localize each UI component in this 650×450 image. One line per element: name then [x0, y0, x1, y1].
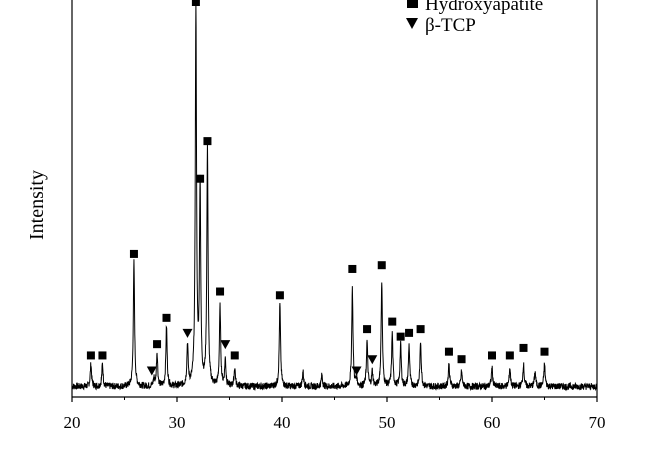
xrd-pattern-line — [71, 1, 598, 392]
beta-tcp-marker — [182, 328, 193, 338]
hydroxyapatite-marker — [519, 343, 528, 352]
peak-markers — [86, 0, 549, 376]
hydroxyapatite-marker — [191, 0, 200, 6]
x-tick-label: 70 — [589, 413, 606, 432]
hydroxyapatite-marker — [505, 351, 514, 360]
hydroxyapatite-marker — [363, 325, 372, 334]
hydroxyapatite-marker — [377, 261, 386, 270]
x-ticks: 20 30 40 50 60 70 — [64, 397, 606, 432]
legend-square-icon — [407, 0, 418, 8]
beta-tcp-marker — [351, 366, 362, 376]
legend-label-beta-tcp: β-TCP — [425, 15, 476, 36]
hydroxyapatite-marker — [203, 137, 212, 146]
hydroxyapatite-marker — [444, 347, 453, 356]
hydroxyapatite-marker — [230, 351, 239, 360]
x-tick-label: 50 — [379, 413, 396, 432]
axes: 20 30 40 50 60 70 — [64, 0, 606, 432]
hydroxyapatite-marker — [98, 351, 107, 360]
beta-tcp-marker — [146, 366, 157, 376]
hydroxyapatite-marker — [348, 264, 357, 273]
hydroxyapatite-marker — [86, 351, 95, 360]
hydroxyapatite-marker — [153, 340, 162, 349]
beta-tcp-marker — [220, 340, 231, 350]
hydroxyapatite-marker — [540, 347, 549, 356]
legend-label-hydroxyapatite: Hydroxyapatite — [425, 0, 543, 15]
x-tick-label: 40 — [274, 413, 291, 432]
y-axis-label: Intensity — [26, 170, 48, 240]
x-tick-label: 20 — [64, 413, 81, 432]
hydroxyapatite-marker — [216, 287, 225, 296]
hydroxyapatite-marker — [129, 249, 138, 258]
x-tick-label: 60 — [484, 413, 501, 432]
x-tick-label: 30 — [169, 413, 186, 432]
hydroxyapatite-marker — [457, 355, 466, 364]
plot-area — [71, 0, 598, 392]
hydroxyapatite-marker — [416, 325, 425, 334]
legend-triangle-icon — [406, 18, 418, 29]
hydroxyapatite-marker — [388, 317, 397, 326]
hydroxyapatite-marker — [162, 313, 171, 322]
legend: Hydroxyapatite β-TCP — [406, 0, 543, 36]
hydroxyapatite-marker — [488, 351, 496, 360]
hydroxyapatite-marker — [275, 291, 284, 300]
beta-tcp-marker — [367, 355, 378, 365]
hydroxyapatite-marker — [196, 174, 205, 183]
hydroxyapatite-marker — [396, 332, 405, 341]
hydroxyapatite-marker — [405, 328, 414, 337]
